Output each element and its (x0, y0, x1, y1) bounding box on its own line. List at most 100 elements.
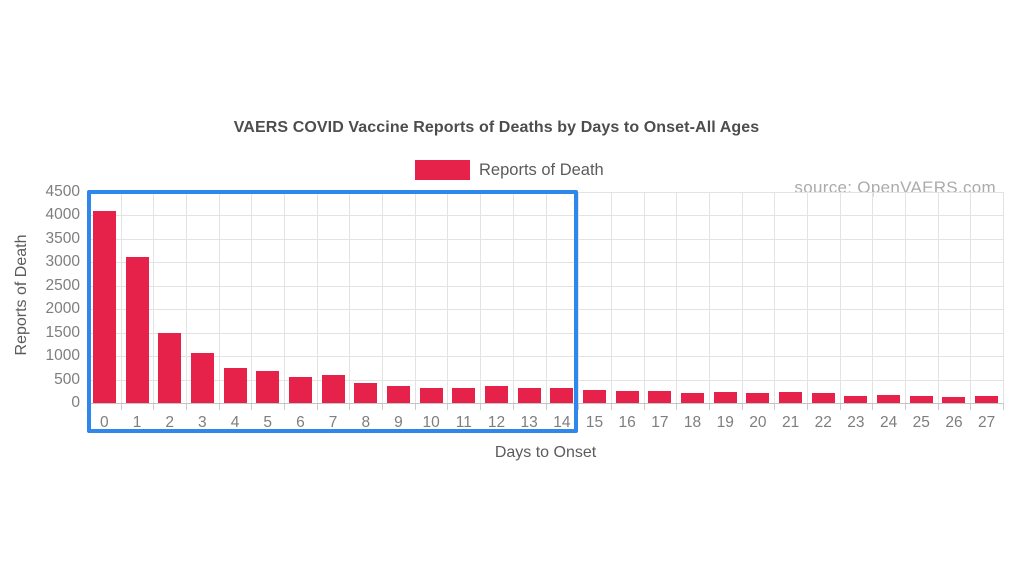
bar-day-7 (321, 374, 345, 403)
x-tick-label-11: 11 (455, 414, 472, 431)
y-tick-label-2000: 2000 (45, 300, 80, 318)
x-tick-label-8: 8 (361, 414, 371, 431)
x-tick-label-0: 0 (100, 414, 109, 431)
legend-label-reports-of-death: Reports of Death (479, 160, 604, 179)
v-gridline-2 (153, 192, 155, 403)
bar-day-27 (975, 395, 999, 403)
v-gridline-10 (414, 192, 416, 403)
x-tick-label-22: 22 (814, 414, 832, 431)
x-axis-tick-21 (774, 403, 776, 410)
v-gridline-23 (839, 192, 841, 403)
v-gridline-27 (970, 192, 972, 403)
bar-day-3 (190, 352, 214, 403)
bar-day-4 (223, 368, 247, 403)
x-tick-label-4: 4 (230, 414, 240, 431)
x-axis-tick-25 (904, 403, 906, 410)
y-tick-label-500: 500 (54, 370, 80, 388)
x-tick-label-25: 25 (912, 414, 930, 431)
x-tick-label-9: 9 (394, 414, 403, 431)
x-tick-label-16: 16 (618, 414, 636, 431)
y-tick-label-0: 0 (71, 394, 80, 411)
plot-area (88, 192, 1004, 410)
bar-day-8 (354, 383, 378, 403)
x-axis-tick-12 (480, 403, 482, 410)
x-axis-title: Days to Onset (494, 444, 597, 461)
v-gridline-9 (382, 192, 384, 403)
bar-day-6 (288, 377, 312, 403)
x-tick-label-1: 1 (132, 414, 142, 431)
x-tick-label-24: 24 (879, 414, 898, 431)
v-gridline-0 (88, 192, 89, 403)
x-tick-label-20: 20 (749, 414, 767, 431)
bar-day-1 (125, 256, 149, 403)
x-axis-tick-14 (545, 403, 547, 410)
x-tick-label-3: 3 (198, 414, 207, 431)
x-axis-tick-0 (88, 403, 89, 410)
v-gridline-26 (937, 192, 939, 403)
v-gridline-17 (643, 192, 645, 403)
x-axis-tick-16 (610, 403, 612, 410)
x-axis-tick-10 (414, 403, 416, 410)
y-tick-label-3000: 3000 (45, 253, 80, 271)
bar-day-11 (452, 388, 476, 403)
x-axis-tick-13 (512, 403, 514, 410)
v-gridline-18 (676, 192, 678, 403)
bar-day-0 (92, 210, 116, 403)
bar-day-17 (648, 390, 672, 403)
x-axis-tick-24 (872, 403, 874, 410)
v-gridline-11 (447, 192, 449, 403)
x-tick-label-2: 2 (165, 414, 174, 431)
x-tick-label-26: 26 (945, 414, 963, 431)
bar-day-5 (256, 371, 280, 403)
y-tick-label-2500: 2500 (45, 276, 80, 294)
x-tick-label-15: 15 (585, 414, 604, 431)
x-tick-label-7: 7 (328, 414, 338, 431)
x-axis-tick-2 (153, 403, 155, 410)
x-axis-tick-9 (382, 403, 384, 410)
bar-day-24 (877, 394, 901, 403)
v-gridline-1 (120, 192, 122, 403)
x-axis-tick-20 (741, 403, 743, 410)
bar-day-22 (811, 393, 835, 403)
v-gridline-28 (1003, 192, 1004, 403)
x-tick-label-18: 18 (683, 414, 702, 431)
bar-day-13 (517, 388, 541, 403)
x-axis-tick-17 (643, 403, 645, 410)
v-gridline-6 (284, 192, 286, 403)
y-tick-label-4000: 4000 (45, 206, 80, 224)
v-gridline-13 (512, 192, 514, 403)
x-tick-label-14: 14 (553, 414, 571, 431)
bar-day-14 (550, 388, 574, 403)
x-axis-tick-6 (284, 403, 286, 410)
x-axis-tick-26 (937, 403, 939, 410)
x-axis-baseline (88, 403, 1003, 404)
y-tick-label-1000: 1000 (45, 347, 80, 365)
legend-swatch-reports-of-death (415, 160, 470, 180)
x-axis-tick-1 (120, 403, 122, 410)
x-axis-tick-8 (349, 403, 351, 410)
x-axis-tick-23 (839, 403, 841, 410)
v-gridline-5 (251, 192, 253, 403)
y-tick-label-4500: 4500 (45, 183, 80, 200)
x-tick-label-23: 23 (847, 414, 865, 431)
x-tick-label-10: 10 (422, 414, 440, 431)
v-gridline-12 (480, 192, 482, 403)
v-gridline-25 (904, 192, 906, 403)
bar-day-12 (484, 386, 508, 403)
x-tick-label-21: 21 (781, 414, 800, 431)
v-gridline-16 (610, 192, 612, 403)
bar-day-20 (746, 393, 770, 403)
x-tick-label-12: 12 (487, 414, 506, 431)
bar-day-16 (615, 391, 639, 403)
bar-day-25 (909, 395, 933, 403)
x-axis-tick-5 (251, 403, 253, 410)
bar-day-21 (779, 391, 803, 403)
v-gridline-24 (872, 192, 874, 403)
bar-day-2 (158, 332, 182, 403)
x-axis-tick-18 (676, 403, 678, 410)
x-axis-tick-19 (708, 403, 710, 410)
x-axis-tick-27 (970, 403, 972, 410)
x-axis-tick-22 (806, 403, 808, 410)
legend: Reports of Death (415, 159, 604, 181)
